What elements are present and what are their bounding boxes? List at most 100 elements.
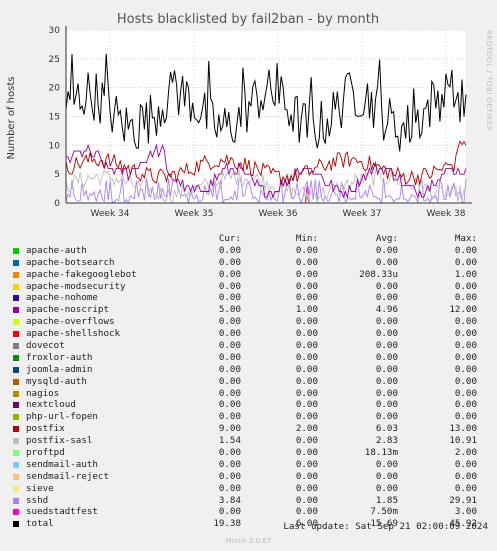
legend-cur-value: 0.00 — [218, 447, 241, 459]
legend-min-value: 0.00 — [295, 399, 318, 411]
header-max: Max: — [454, 233, 477, 244]
y-tick-label: 5 — [54, 170, 60, 180]
legend-max-value: 0.00 — [454, 292, 477, 304]
legend-avg-value: 0.00 — [375, 387, 398, 399]
legend-cur-value: 0.00 — [218, 363, 241, 375]
legend-max-value: 0.00 — [454, 316, 477, 328]
legend-swatch — [13, 331, 19, 338]
legend-row: apache-botsearch 0.00 0.00 0.00 0.00 — [13, 257, 483, 269]
legend-swatch — [13, 295, 19, 302]
legend-avg-value: 0.00 — [375, 399, 398, 411]
legend-cur-value: 9.00 — [218, 423, 241, 435]
legend-avg-value: 4.96 — [375, 304, 398, 316]
legend-swatch — [13, 247, 19, 254]
series-line-sshd — [65, 176, 467, 205]
legend-cur-value: 0.00 — [218, 387, 241, 399]
legend-series-name: apache-shellshock — [26, 328, 121, 340]
legend-avg-value: 0.00 — [375, 256, 398, 268]
legend-avg-value: 0.00 — [375, 316, 398, 328]
legend-series-name: joomla-admin — [26, 363, 93, 375]
chart-title: Hosts blacklisted by fail2ban - by month — [117, 12, 379, 27]
x-tick-label: Week 34 — [91, 209, 130, 219]
legend-row: suedstadtfest 0.00 0.00 7.50m 3.00 — [13, 506, 483, 518]
legend-min-value: 0.00 — [295, 411, 318, 423]
legend-row: total 19.38 6.00 15.69 45.92 — [13, 518, 483, 530]
legend-avg-value: 0.00 — [375, 244, 398, 256]
legend-row: froxlor-auth 0.00 0.00 0.00 0.00 — [13, 352, 483, 364]
legend-series-name: proftpd — [26, 447, 65, 459]
legend-row: sshd 3.84 0.00 1.85 29.91 — [13, 495, 483, 507]
legend-row: apache-shellshock 0.00 0.00 0.00 0.00 — [13, 328, 483, 340]
legend-cur-value: 5.00 — [218, 304, 241, 316]
legend-cur-value: 1.54 — [218, 435, 241, 447]
legend-series-name: sieve — [26, 482, 54, 494]
legend-cur-value: 0.00 — [218, 482, 241, 494]
legend-series-name: apache-nohome — [26, 292, 98, 304]
legend-max-value: 0.00 — [454, 244, 477, 256]
legend-swatch — [13, 319, 19, 326]
legend-series-name: apache-modsecurity — [26, 280, 126, 292]
legend-cur-value: 0.00 — [218, 458, 241, 470]
legend-series-name: sendmail-reject — [26, 470, 109, 482]
legend-max-value: 0.00 — [454, 328, 477, 340]
legend-swatch — [13, 366, 19, 373]
legend-swatch — [13, 485, 19, 492]
legend-cur-value: 0.00 — [218, 506, 241, 518]
legend-swatch — [13, 497, 19, 504]
legend-avg-value: 0.00 — [375, 292, 398, 304]
legend-min-value: 0.00 — [295, 458, 318, 470]
legend-min-value: 0.00 — [295, 351, 318, 363]
legend-min-value: 0.00 — [295, 387, 318, 399]
legend-row: dovecot 0.00 0.00 0.00 0.00 — [13, 340, 483, 352]
legend-cur-value: 19.38 — [213, 518, 241, 530]
legend-min-value: 2.00 — [295, 423, 318, 435]
header-min: Min: — [295, 233, 318, 244]
series-line-apache-noscript — [66, 143, 467, 199]
legend-series-name: sendmail-auth — [26, 458, 98, 470]
legend-row: joomla-admin 0.00 0.00 0.00 0.00 — [13, 364, 483, 376]
legend-max-value: 0.00 — [454, 411, 477, 423]
series-line-total — [65, 53, 467, 152]
legend-avg-value: 0.00 — [375, 280, 398, 292]
legend-avg-value: 7.50m — [370, 506, 398, 518]
legend-series-name: dovecot — [26, 340, 65, 352]
legend-swatch — [13, 461, 19, 468]
legend-min-value: 0.00 — [295, 435, 318, 447]
legend-series-name: sshd — [26, 494, 49, 506]
legend-min-value: 0.00 — [295, 375, 318, 387]
legend-min-value: 0.00 — [295, 292, 318, 304]
munin-version: Munin 2.0.67 — [225, 537, 272, 545]
legend: Cur: Min: Avg: Max: apache-auth 0.00 0.00 0… — [13, 233, 483, 530]
legend-max-value: 2.00 — [454, 447, 477, 459]
legend-row: sendmail-reject 0.00 0.00 0.00 0.00 — [13, 471, 483, 483]
legend-max-value: 45.92 — [449, 518, 477, 530]
legend-avg-value: 1.85 — [375, 494, 398, 506]
legend-min-value: 0.00 — [295, 494, 318, 506]
legend-avg-value: 0.00 — [375, 363, 398, 375]
legend-min-value: 0.00 — [295, 470, 318, 482]
legend-max-value: 0.00 — [454, 280, 477, 292]
legend-cur-value: 0.00 — [218, 316, 241, 328]
legend-cur-value: 0.00 — [218, 375, 241, 387]
legend-row: sendmail-auth 0.00 0.00 0.00 0.00 — [13, 459, 483, 471]
legend-swatch — [13, 414, 19, 421]
legend-avg-value: 0.00 — [375, 411, 398, 423]
series-line-postfix-sasl — [65, 167, 467, 204]
legend-row: sieve 0.00 0.00 0.00 0.00 — [13, 483, 483, 495]
legend-min-value: 0.00 — [295, 482, 318, 494]
legend-swatch — [13, 402, 19, 409]
legend-cur-value: 0.00 — [218, 399, 241, 411]
legend-series-name: apache-noscript — [26, 304, 109, 316]
legend-swatch — [13, 283, 19, 290]
legend-avg-value: 6.03 — [375, 423, 398, 435]
legend-min-value: 6.00 — [295, 518, 318, 530]
legend-min-value: 0.00 — [295, 506, 318, 518]
x-tick-label: Week 38 — [427, 209, 466, 219]
legend-series-name: nagios — [26, 387, 60, 399]
legend-max-value: 0.00 — [454, 256, 477, 268]
legend-row: postfix 9.00 2.00 6.03 13.00 — [13, 423, 483, 435]
last-update: Last update: Sat Sep 21 02:00:09 2024 — [283, 521, 488, 532]
legend-series-name: apache-fakegooglebot — [26, 268, 137, 280]
x-tick-label: Week 37 — [343, 209, 382, 219]
y-tick-label: 20 — [49, 84, 61, 94]
